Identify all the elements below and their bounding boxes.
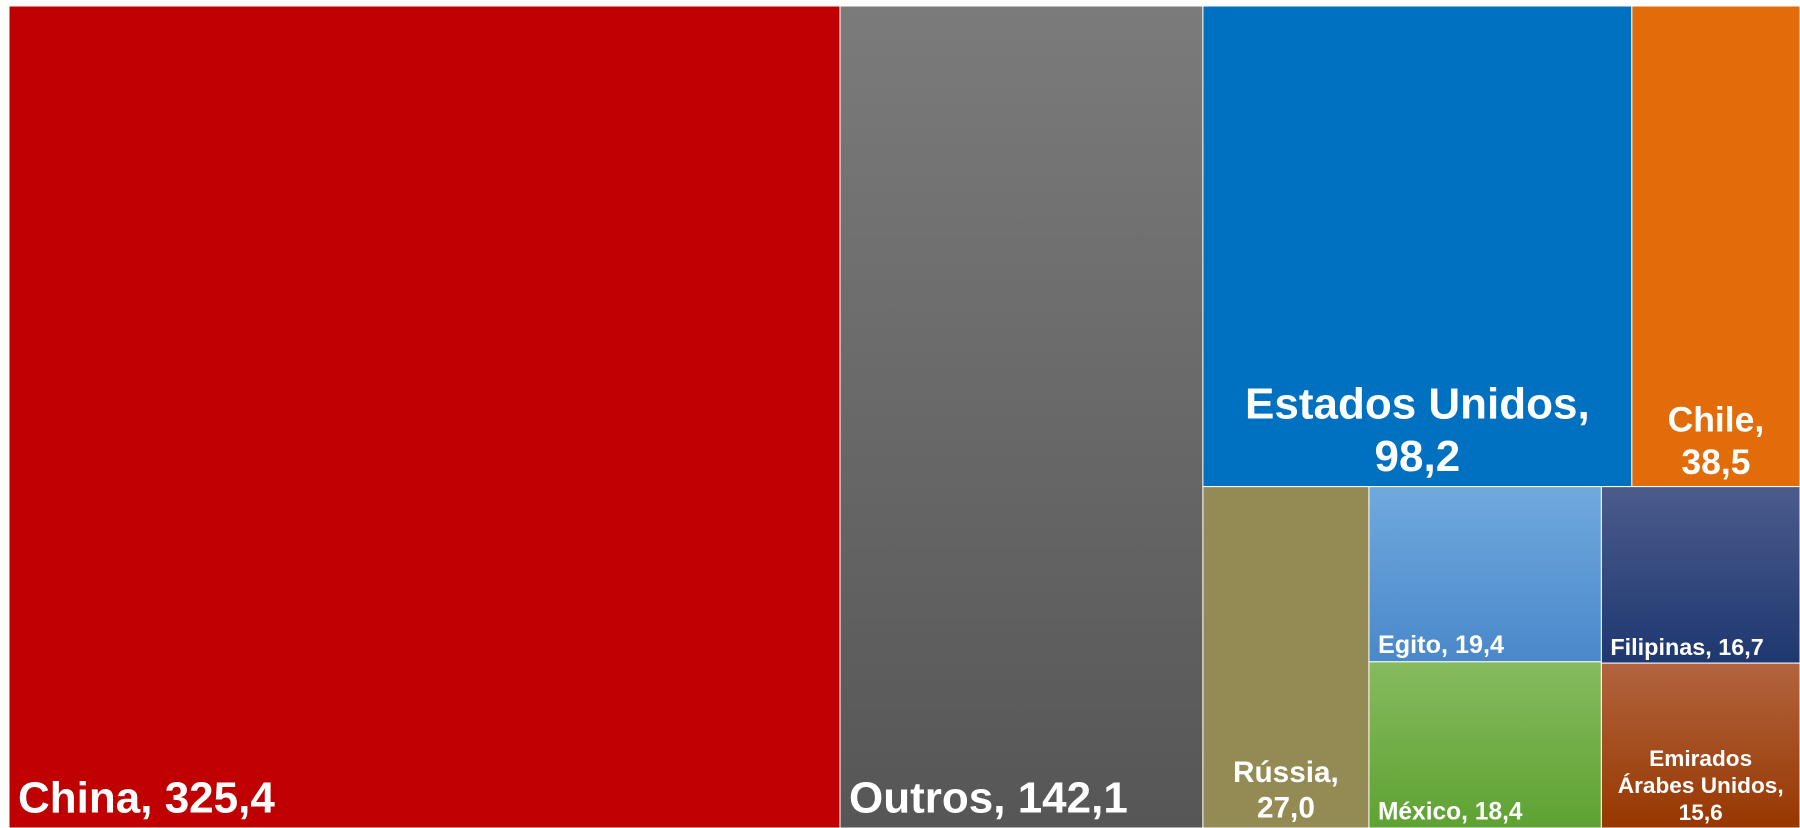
cell-name: Egito xyxy=(1378,631,1441,659)
treemap-cell xyxy=(1368,661,1602,828)
cell-label: Egito, 19,4 xyxy=(1378,631,1504,659)
cell-value: 19,4 xyxy=(1455,631,1504,659)
cell-name: Filipinas xyxy=(1610,634,1705,660)
cell-name: Rússia, xyxy=(1233,756,1339,789)
cell-label: China, 325,4 xyxy=(18,774,275,823)
cell-name: Estados Unidos, xyxy=(1245,379,1590,428)
cell-name: Emirados Árabes Unidos, xyxy=(1618,746,1784,798)
cell-name: Chile, xyxy=(1668,400,1765,440)
cell-value: 27,0 xyxy=(1257,792,1315,825)
cell-value: 18,4 xyxy=(1475,798,1523,825)
cell-name: China xyxy=(18,774,141,823)
cell-value: 98,2 xyxy=(1375,432,1461,481)
treemap-cell xyxy=(1202,486,1370,828)
cell-value: 38,5 xyxy=(1681,442,1750,482)
cell-label: Chile, 38,5 xyxy=(1668,400,1765,483)
cell-label: Rússia, 27,0 xyxy=(1233,756,1339,825)
treemap-cell xyxy=(1600,662,1800,828)
cell-label: Emirados Árabes Unidos, 15,6 xyxy=(1618,746,1784,825)
cell-label: México, 18,4 xyxy=(1378,798,1523,825)
treemap-cell xyxy=(1600,486,1800,664)
cell-value: 15,6 xyxy=(1679,800,1723,825)
treemap-cell xyxy=(8,5,841,828)
treemap-cell xyxy=(1368,486,1602,663)
cell-label: Filipinas, 16,7 xyxy=(1610,634,1763,660)
treemap-cell xyxy=(1202,5,1633,488)
cell-value: 142,1 xyxy=(1018,774,1128,823)
cell-value: 16,7 xyxy=(1718,634,1764,660)
cell-name: Outros xyxy=(849,774,993,823)
cell-name: México xyxy=(1378,798,1461,825)
cell-label: Estados Unidos, 98,2 xyxy=(1245,379,1590,481)
cell-value: 325,4 xyxy=(165,774,276,823)
treemap-cell xyxy=(839,5,1204,828)
cell-label: Outros, 142,1 xyxy=(849,774,1128,823)
treemap-cell xyxy=(1631,5,1800,488)
